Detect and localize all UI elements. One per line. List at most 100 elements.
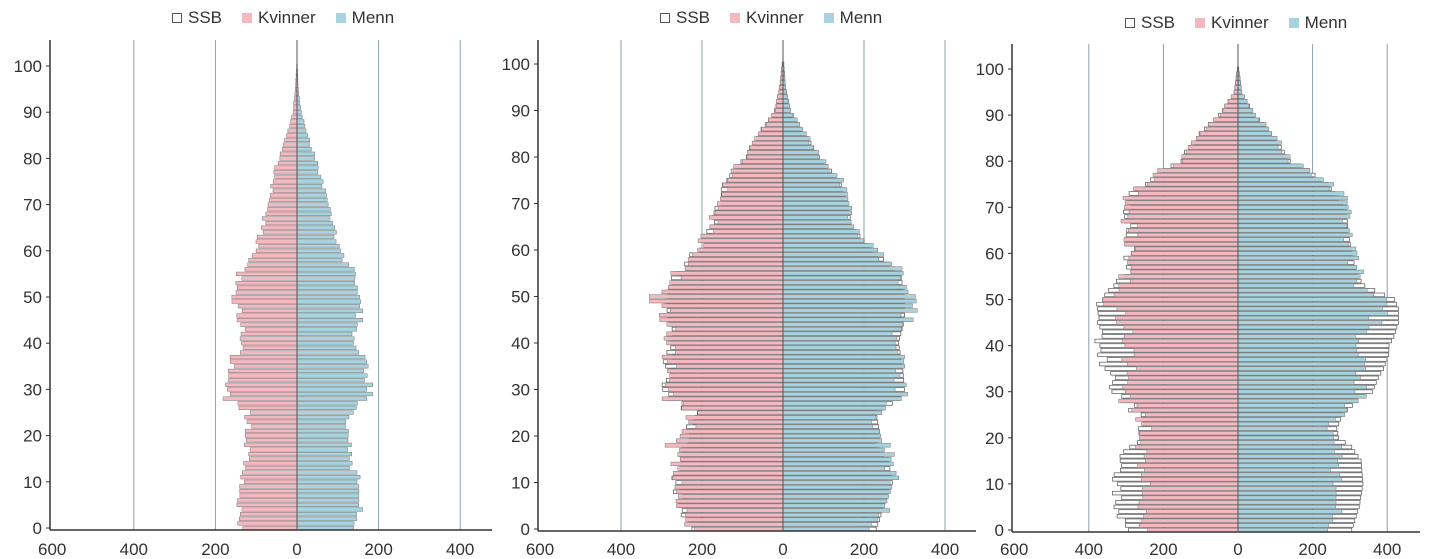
legend-item-ssb[interactable]: SSB (172, 8, 222, 28)
kvinner-bar (666, 340, 784, 346)
x-tick-label: 400 (120, 540, 148, 559)
menn-bar (296, 331, 353, 337)
menn-bar (782, 266, 903, 271)
y-tick-label: 0 (33, 519, 42, 538)
menn-bar (782, 164, 829, 169)
pyramid-panel-2: SSB Kvinner Menn 0 10 20 30 40 50 60 70 80 90 100 6… (490, 0, 980, 559)
kvinner-bar (265, 220, 298, 226)
menn-bar (296, 114, 303, 119)
bars-group (1094, 66, 1399, 533)
menn-bar (782, 433, 881, 439)
kvinner-bar (262, 230, 298, 235)
menn-bar (782, 447, 885, 453)
kvinner-bar (687, 257, 784, 262)
legend-item-menn[interactable]: Menn (1288, 13, 1348, 33)
kvinner-bar (1138, 523, 1239, 528)
kvinner-bar (1146, 449, 1239, 454)
kvinner-bar (777, 94, 784, 99)
kvinner-bar (1143, 514, 1239, 519)
menn-bar (782, 508, 890, 513)
menn-bar (1237, 477, 1342, 482)
kvinner-bar (688, 419, 784, 425)
menn-bar (1237, 444, 1342, 450)
kvinner-bar (242, 345, 298, 350)
legend-item-menn[interactable]: Menn (335, 8, 394, 28)
menn-bar (296, 234, 335, 240)
kvinner-bar (284, 137, 298, 143)
kvinner-bar (225, 382, 298, 387)
kvinner-bar (661, 354, 784, 360)
kvinner-bar (277, 160, 298, 166)
legend-label: Kvinner (258, 8, 316, 27)
ssb-swatch-icon (1125, 18, 1135, 28)
kvinner-bar (697, 238, 784, 243)
menn-bar (782, 503, 886, 508)
kvinner-bar (761, 126, 784, 132)
pyramid-chart-1: 0 10 20 30 40 50 60 70 80 90 100 600 400 200 0 200 400 (14, 40, 492, 559)
kvinner-bar (1123, 242, 1239, 247)
kvinner-bar (663, 336, 784, 341)
menn-bar (1237, 306, 1383, 311)
kvinner-bar (244, 327, 298, 332)
menn-bar (296, 493, 360, 498)
kvinner-bar (1220, 113, 1239, 118)
legend-item-kvinner[interactable]: Kvinner (1195, 13, 1269, 33)
legend-label: Menn (1304, 13, 1348, 32)
menn-bar (1237, 283, 1355, 288)
kvinner-bar (1142, 491, 1239, 496)
kvinner-bar (686, 508, 784, 513)
kvinner-bar (262, 216, 298, 221)
kvinner-bar (677, 466, 784, 471)
kvinner-bar (241, 276, 298, 281)
kvinner-bar (237, 401, 298, 406)
kvinner-bar (267, 207, 298, 212)
menn-bar (782, 498, 888, 504)
menn-bar (782, 438, 883, 443)
menn-bar (296, 137, 310, 143)
menn-bar (1237, 472, 1341, 477)
kvinner-bar (246, 419, 298, 424)
menn-bar (1237, 278, 1358, 284)
menn-bar (296, 220, 333, 226)
menn-bar (296, 179, 324, 184)
legend-label: SSB (676, 8, 711, 27)
x-tick-label: 0 (1233, 540, 1242, 559)
menn-bar (782, 243, 874, 248)
kvinner-bar (236, 313, 298, 318)
kvinner-bar (1145, 458, 1239, 463)
kvinner-bar (659, 312, 784, 318)
kvinner-bar (666, 322, 784, 327)
legend-item-kvinner[interactable]: Kvinner (242, 8, 316, 28)
kvinner-bar (685, 415, 784, 420)
menn-bar (782, 215, 849, 220)
legend-item-menn[interactable]: Menn (823, 8, 882, 28)
menn-bar (296, 318, 363, 323)
menn-bar (782, 410, 883, 415)
legend-item-ssb[interactable]: SSB (660, 8, 710, 28)
menn-bar (782, 99, 789, 104)
legend-item-ssb[interactable]: SSB (1125, 13, 1175, 33)
menn-bar (782, 452, 895, 457)
menn-bar (296, 387, 367, 392)
menn-bar (296, 475, 361, 480)
kvinner-bar (236, 502, 298, 507)
menn-bar (1237, 223, 1347, 228)
kvinner-bar (239, 488, 298, 494)
menn-bar (782, 233, 858, 239)
menn-bar (782, 150, 819, 155)
x-tick-label: 400 (1373, 540, 1401, 559)
kvinner-bar (1121, 357, 1239, 362)
menn-bar (1237, 467, 1331, 473)
kvinner-bar (272, 188, 298, 193)
menn-bar (782, 103, 790, 108)
menn-bar (1237, 154, 1291, 159)
x-tick-label: 200 (850, 540, 878, 559)
kvinner-bar (237, 498, 298, 503)
kvinner-bar (1125, 389, 1239, 394)
menn-bar (296, 359, 367, 364)
kvinner-bar (697, 410, 784, 415)
kvinner-bar (676, 364, 784, 369)
legend-item-kvinner[interactable]: Kvinner (730, 8, 804, 28)
menn-bar (782, 140, 810, 146)
kvinner-bar (675, 498, 784, 504)
